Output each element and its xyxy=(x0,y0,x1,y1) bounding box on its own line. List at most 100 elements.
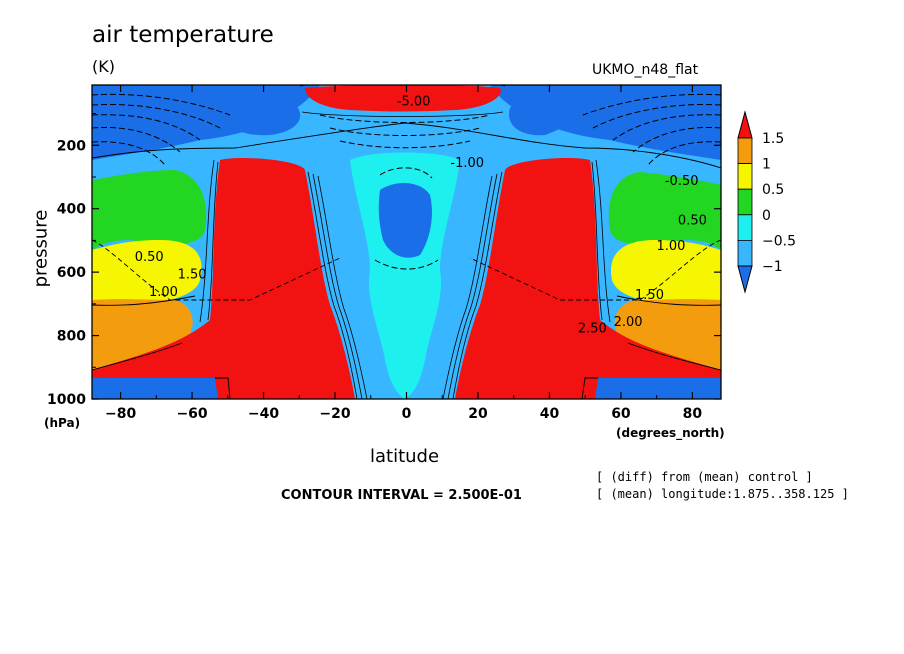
y-axis-unit: (hPa) xyxy=(44,416,81,430)
diff-note: [ (diff) from (mean) control ] xyxy=(596,470,813,484)
contour-labels: 0.501.001.50-0.500.501.001.502.002.50-1.… xyxy=(135,95,707,337)
contour-line xyxy=(92,104,221,129)
contour-label: 1.50 xyxy=(178,267,207,282)
chart-title: air temperature xyxy=(92,22,274,48)
contour-line xyxy=(92,93,231,116)
colorbar-arrow-bottom xyxy=(737,265,753,294)
x-tick-label: 20 xyxy=(468,406,488,422)
contour-lines xyxy=(92,122,721,399)
contour-label: 2.50 xyxy=(578,321,607,336)
x-tick-label: 40 xyxy=(540,406,560,422)
colorbar: 1.5 1 0.5 0 −0.5 −1 xyxy=(737,110,796,294)
contour-line xyxy=(92,114,201,141)
contour-line xyxy=(92,122,721,169)
contour-line xyxy=(647,141,721,166)
contour-label: 1.00 xyxy=(149,285,178,300)
x-tick-label: −40 xyxy=(248,406,279,422)
x-tick-label: −60 xyxy=(176,406,207,422)
y-tick-label: 600 xyxy=(57,265,86,281)
contour-line xyxy=(92,295,196,306)
y-tick-label: 400 xyxy=(57,202,86,218)
contour-label: 0.50 xyxy=(135,250,164,265)
colorbar-segment xyxy=(737,188,753,216)
contour-line xyxy=(582,93,721,116)
contour-label: -5.00 xyxy=(397,95,431,110)
contour-line xyxy=(319,114,491,123)
mean-note: [ (mean) longitude:1.875..358.125 ] xyxy=(596,487,849,501)
band-cyan-center xyxy=(350,152,460,399)
solid-contours-towers xyxy=(199,85,611,399)
contour-line xyxy=(207,161,219,321)
contour-line xyxy=(442,175,493,399)
warm-core-top xyxy=(305,85,501,112)
contour-line xyxy=(317,175,368,399)
contour-label: 0.50 xyxy=(678,214,707,229)
contour-line xyxy=(312,173,363,399)
contour-line xyxy=(92,141,166,166)
colorbar-label: −0.5 xyxy=(762,233,796,249)
contour-line xyxy=(92,342,183,371)
warm-tower-south xyxy=(92,158,355,399)
ground-south xyxy=(92,378,218,399)
contour-line xyxy=(452,171,503,399)
y-tick-label: 200 xyxy=(57,138,86,154)
colorbar-segment xyxy=(737,163,753,190)
contour-line xyxy=(379,167,433,179)
x-axis-title: latitude xyxy=(370,446,440,467)
contour-label: 1.50 xyxy=(635,288,664,303)
band-orange-right xyxy=(614,299,721,370)
band-green-right xyxy=(608,172,721,250)
colorbar-label: 0 xyxy=(762,208,771,224)
contour-line xyxy=(627,342,721,371)
colorbar-segment xyxy=(737,137,753,165)
contour-line xyxy=(592,104,721,129)
contour-line xyxy=(215,377,231,399)
colorbar-segment xyxy=(737,214,753,241)
model-name: UKMO_n48_flat xyxy=(592,62,699,78)
colorbar-label: −1 xyxy=(762,259,783,275)
colorbar-label: 1.5 xyxy=(762,131,784,147)
contour-fill xyxy=(92,85,721,399)
x-tick-label: −20 xyxy=(319,406,350,422)
contour-label: -1.00 xyxy=(450,156,484,171)
x-tick-label: 60 xyxy=(611,406,631,422)
contour-line xyxy=(299,85,506,117)
band-yellow-right xyxy=(611,240,721,306)
warm-tower-north xyxy=(455,158,721,399)
band-green-left xyxy=(92,170,207,250)
y-axis: 200 400 600 800 1000 xyxy=(47,113,721,408)
contour-label: -0.50 xyxy=(665,174,699,189)
cold-patch-center xyxy=(378,183,432,258)
colorbar-segment xyxy=(737,239,753,267)
band-orange-left xyxy=(92,299,193,370)
y-tick-label: 1000 xyxy=(47,392,86,408)
chart-units: (K) xyxy=(92,57,115,76)
contour-line xyxy=(199,159,215,323)
x-axis: −80 −60 −40 −20 0 20 40 60 80 xyxy=(105,85,702,422)
contour-line xyxy=(595,159,611,323)
contour-line xyxy=(329,127,481,136)
colorbar-arrow-top xyxy=(737,110,753,139)
contour-interval: CONTOUR INTERVAL = 2.500E-01 xyxy=(281,488,522,503)
contour-line xyxy=(581,377,598,399)
colorbar-label: 0.5 xyxy=(762,182,784,198)
x-tick-label: −80 xyxy=(105,406,136,422)
contour-line xyxy=(632,126,721,153)
contour-line xyxy=(339,140,471,149)
x-axis-unit: (degrees_north) xyxy=(616,426,725,440)
contour-line xyxy=(591,161,603,321)
contour-line xyxy=(307,171,358,399)
contour-label: 1.00 xyxy=(656,239,685,254)
cold-core-south xyxy=(220,93,301,136)
ground-north xyxy=(595,378,721,399)
y-axis-title: pressure xyxy=(30,209,52,288)
y-tick-label: 800 xyxy=(57,329,86,345)
colorbar-label: 1 xyxy=(762,157,771,173)
contour-line xyxy=(92,126,181,153)
x-tick-label: 0 xyxy=(402,406,412,422)
dashed-contours-upper xyxy=(92,93,721,270)
contour-line xyxy=(447,173,498,399)
contour-line xyxy=(616,295,721,306)
